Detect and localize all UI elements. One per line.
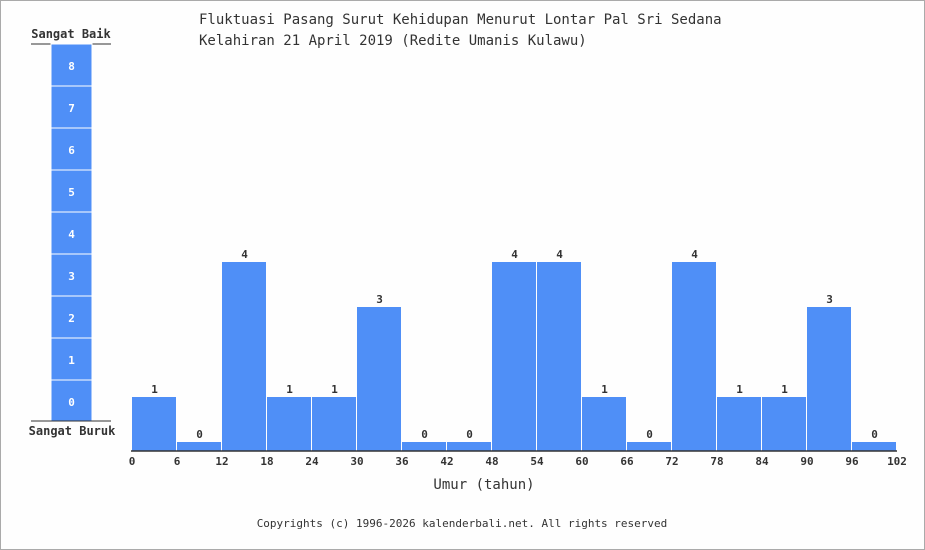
x-tick-label: 96: [845, 455, 859, 468]
bar: [492, 262, 536, 451]
x-tick-label: 54: [530, 455, 544, 468]
x-tick-label: 90: [800, 455, 813, 468]
bar: [402, 442, 446, 451]
bar-value-label: 4: [556, 248, 563, 261]
bar-value-label: 0: [196, 428, 203, 441]
x-tick-label: 66: [620, 455, 634, 468]
scale-level-label: 7: [68, 102, 75, 115]
chart-title-line1: Fluktuasi Pasang Surut Kehidupan Menurut…: [199, 12, 722, 28]
bar: [222, 262, 266, 451]
scale-column: 8 7 6 5 4 3 2 1 0: [50, 43, 93, 422]
x-tick-label: 60: [575, 455, 588, 468]
bar: [132, 397, 176, 451]
bar: [267, 397, 311, 451]
scale-level-label: 2: [68, 312, 75, 325]
scale-cell: [50, 295, 93, 339]
bar: [627, 442, 671, 451]
footer-copyright: Copyrights (c) 1996-2026 kalenderbali.ne…: [257, 517, 668, 530]
chart-title-line2: Kelahiran 21 April 2019 (Redite Umanis K…: [199, 33, 587, 49]
bar-value-label: 4: [691, 248, 698, 261]
bar-value-label: 0: [466, 428, 473, 441]
scale-cell: [50, 211, 93, 255]
scale-level-label: 1: [68, 354, 75, 367]
bar-value-label: 1: [331, 383, 338, 396]
scale-top-label: Sangat Baik: [31, 27, 111, 41]
x-tick-label: 30: [350, 455, 363, 468]
x-tick-label: 42: [440, 455, 453, 468]
scale-bottom-label: Sangat Buruk: [29, 424, 116, 438]
x-tick-label: 78: [710, 455, 723, 468]
x-tick-label: 102: [887, 455, 907, 468]
bar: [447, 442, 491, 451]
bar-value-label: 1: [736, 383, 743, 396]
bar-value-label: 0: [646, 428, 653, 441]
bar: [537, 262, 581, 451]
x-tick-label: 0: [129, 455, 136, 468]
bar-value-label: 3: [826, 293, 833, 306]
bar-value-label: 0: [871, 428, 878, 441]
bar: [582, 397, 626, 451]
x-tick-label: 24: [305, 455, 319, 468]
scale-level-label: 6: [68, 144, 75, 157]
scale-level-label: 4: [68, 228, 75, 241]
bar-value-label: 4: [511, 248, 518, 261]
bar: [852, 442, 896, 451]
bar: [177, 442, 221, 451]
bar: [762, 397, 806, 451]
scale-cell: [50, 85, 93, 129]
x-tick-label: 72: [665, 455, 678, 468]
x-tick-label: 36: [395, 455, 409, 468]
bar-value-label: 1: [601, 383, 608, 396]
x-tick-label: 84: [755, 455, 769, 468]
scale-level-label: 0: [68, 396, 75, 409]
bar: [717, 397, 761, 451]
bar-value-label: 4: [241, 248, 248, 261]
bar-value-label: 1: [781, 383, 788, 396]
bars: 1 0 4 1 1 3 0 0 4 4 1 0 4 1 1 3 0: [132, 248, 896, 451]
bar-value-label: 3: [376, 293, 383, 306]
scale-level-label: 8: [68, 60, 75, 73]
x-tick-label: 18: [260, 455, 273, 468]
scale-level-label: 3: [68, 270, 75, 283]
x-tick-label: 48: [485, 455, 498, 468]
x-tick-label: 12: [215, 455, 228, 468]
bar: [672, 262, 716, 451]
bar: [807, 307, 851, 451]
bar: [312, 397, 356, 451]
scale-cell: [50, 337, 93, 381]
bar-value-label: 0: [421, 428, 428, 441]
scale-cell: [50, 253, 93, 297]
bar-value-label: 1: [286, 383, 293, 396]
x-tick-label: 6: [174, 455, 181, 468]
scale-level-label: 5: [68, 186, 75, 199]
x-ticks: 0 6 12 18 24 30 36 42 48 54 60 66 72 78 84 90 96 102: [129, 455, 907, 468]
scale-cell: [50, 379, 93, 422]
x-axis-label: Umur (tahun): [433, 477, 534, 493]
bar-value-label: 1: [151, 383, 158, 396]
bar: [357, 307, 401, 451]
